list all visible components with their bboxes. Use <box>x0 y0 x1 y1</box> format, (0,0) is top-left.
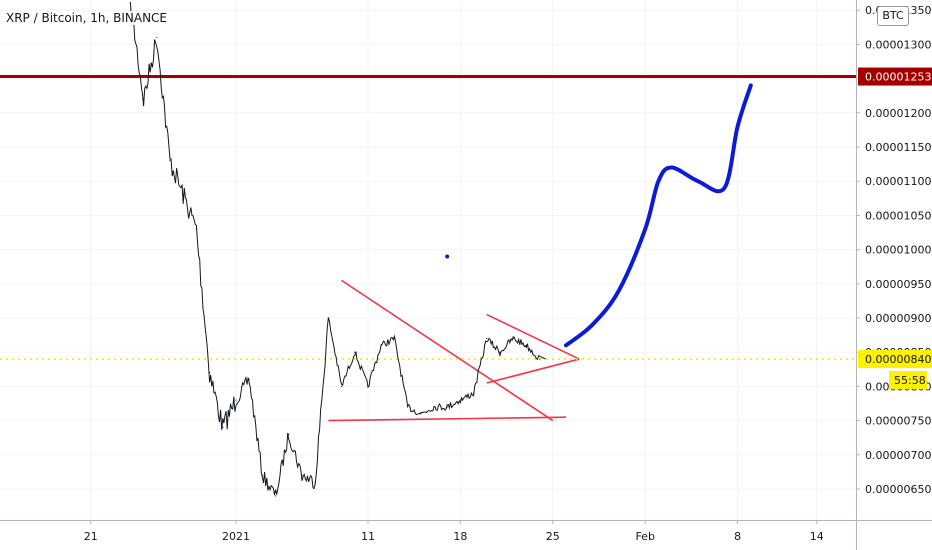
countdown-marker <box>889 371 927 390</box>
price-point-10 <box>261 474 263 476</box>
price-point-29 <box>512 337 514 340</box>
y-tick-label-8: 0.00001050 <box>865 209 931 222</box>
price-point-7 <box>222 426 224 429</box>
price-point-26 <box>473 392 475 394</box>
y-tick-label-6: 0.00000950 <box>865 278 931 291</box>
y-tick-label-11: 0.00001200 <box>865 107 931 120</box>
price-point-21 <box>407 406 409 408</box>
projection-curve <box>445 83 753 348</box>
price-point-9 <box>248 378 250 381</box>
y-tick-label-10: 0.00001150 <box>865 141 931 154</box>
price-point-19 <box>380 344 382 346</box>
x-tick-label-3: 18 <box>453 530 467 543</box>
price-point-6 <box>209 372 211 374</box>
price-point-31 <box>539 358 541 360</box>
x-tick-label-4: 25 <box>546 530 560 543</box>
currency-badge[interactable]: BTC <box>877 6 909 26</box>
grid <box>0 0 856 520</box>
y-tick-label-9: 0.00001100 <box>865 175 931 188</box>
price-point-30 <box>525 344 528 346</box>
trendline-2[interactable] <box>486 313 580 360</box>
price-point-2 <box>156 36 158 39</box>
price-point-25 <box>459 399 461 401</box>
y-tick-label-5: 0.00000900 <box>865 312 931 325</box>
price-point-20 <box>393 337 395 340</box>
price-point-17 <box>354 351 356 353</box>
price-point-23 <box>433 406 435 408</box>
x-tick-label-1: 2021 <box>222 530 250 543</box>
x-tick-label-7: 14 <box>810 530 824 543</box>
price-point-15 <box>327 317 329 319</box>
price-point-24 <box>446 406 448 408</box>
projection-path[interactable] <box>564 83 753 348</box>
x-tick-label-0: 21 <box>84 530 98 543</box>
current-price-marker <box>858 350 932 369</box>
price-point-12 <box>288 433 290 435</box>
trendline-1[interactable] <box>328 416 567 422</box>
price-point-13 <box>301 474 303 476</box>
x-tick-label-5: Feb <box>635 530 654 543</box>
countdown-label: 55:58 <box>894 374 926 387</box>
chart-title: XRP / Bitcoin, 1h, BINANCE <box>6 11 168 25</box>
projection-dot <box>445 254 450 259</box>
price-point-1 <box>143 98 145 100</box>
current-price-label: 0.00000840 <box>865 353 931 366</box>
y-tick-label-7: 0.00001000 <box>865 244 931 257</box>
price-point-0 <box>129 2 131 4</box>
price-series <box>129 1 546 497</box>
price-point-16 <box>341 385 343 387</box>
trendline-0[interactable] <box>341 279 554 422</box>
y-tick-label-1: 0.00000700 <box>865 449 931 462</box>
y-tick-label-2: 0.00000750 <box>865 415 931 428</box>
resistance-price-marker <box>858 67 932 86</box>
x-tick-label-2: 11 <box>361 530 375 543</box>
price-point-4 <box>182 194 184 196</box>
price-point-5 <box>195 228 197 230</box>
price-point-22 <box>420 413 422 415</box>
price-point-28 <box>499 351 501 353</box>
y-tick-label-13: 0.00001300 <box>865 38 931 51</box>
x-axis-labels: 21 2021 11 18 25 Feb 8 14 <box>84 520 824 543</box>
price-point-11 <box>275 495 277 497</box>
price-point-18 <box>367 385 369 387</box>
price-line <box>129 1 546 496</box>
trendline-3[interactable] <box>486 358 580 384</box>
price-markers: 0.00001253 0.00000840 55:58 <box>858 67 932 390</box>
price-point-8 <box>235 399 237 401</box>
x-tick-label-6: 8 <box>734 530 741 543</box>
price-point-27 <box>486 337 488 340</box>
resistance-price-label: 0.00001253 <box>865 71 931 84</box>
price-point-14 <box>314 481 316 483</box>
y-tick-label-0: 0.00000650 <box>865 483 931 496</box>
trendlines <box>328 279 580 422</box>
price-point-3 <box>169 160 171 162</box>
